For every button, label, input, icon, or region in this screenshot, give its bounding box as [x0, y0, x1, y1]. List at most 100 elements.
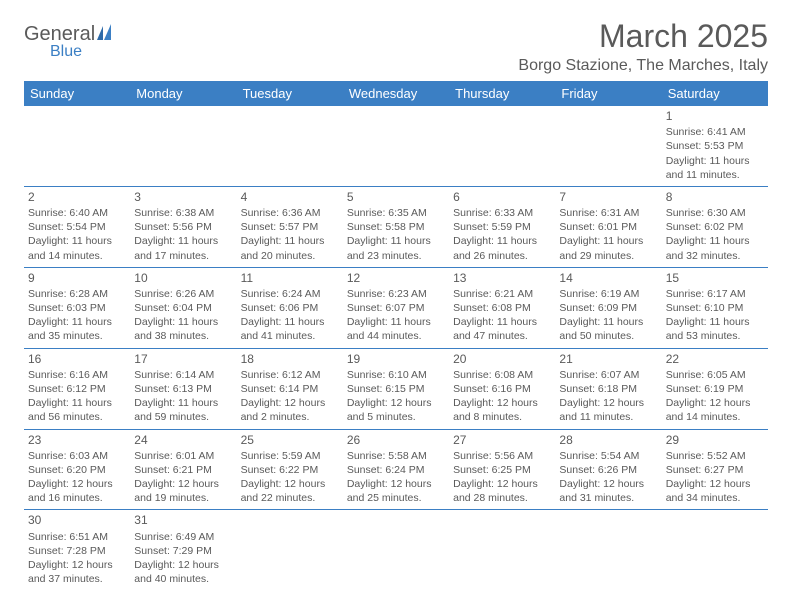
sunrise-line: Sunrise: 6:36 AM — [241, 206, 339, 220]
sunset-line: Sunset: 6:26 PM — [559, 463, 657, 477]
sunrise-line: Sunrise: 6:23 AM — [347, 287, 445, 301]
day-number: 22 — [666, 351, 764, 367]
daylight-line: Daylight: 11 hours and 59 minutes. — [134, 396, 232, 424]
daylight-line: Daylight: 12 hours and 16 minutes. — [28, 477, 126, 505]
sunrise-line: Sunrise: 6:05 AM — [666, 368, 764, 382]
daylight-line: Daylight: 11 hours and 20 minutes. — [241, 234, 339, 262]
sunset-line: Sunset: 6:07 PM — [347, 301, 445, 315]
sunset-line: Sunset: 6:04 PM — [134, 301, 232, 315]
day-header: Tuesday — [237, 81, 343, 106]
day-number: 13 — [453, 270, 551, 286]
daylight-line: Daylight: 12 hours and 37 minutes. — [28, 558, 126, 586]
sunset-line: Sunset: 6:13 PM — [134, 382, 232, 396]
day-number: 14 — [559, 270, 657, 286]
sunset-line: Sunset: 6:12 PM — [28, 382, 126, 396]
sunset-line: Sunset: 6:22 PM — [241, 463, 339, 477]
calendar-empty-cell — [662, 510, 768, 590]
sunset-line: Sunset: 6:20 PM — [28, 463, 126, 477]
logo-flag-icon — [97, 24, 119, 45]
daylight-line: Daylight: 11 hours and 11 minutes. — [666, 154, 764, 182]
sunset-line: Sunset: 6:03 PM — [28, 301, 126, 315]
daylight-line: Daylight: 11 hours and 44 minutes. — [347, 315, 445, 343]
daylight-line: Daylight: 11 hours and 50 minutes. — [559, 315, 657, 343]
sunrise-line: Sunrise: 6:08 AM — [453, 368, 551, 382]
sunset-line: Sunset: 5:57 PM — [241, 220, 339, 234]
calendar-day-cell: 22Sunrise: 6:05 AMSunset: 6:19 PMDayligh… — [662, 348, 768, 429]
calendar-day-cell: 6Sunrise: 6:33 AMSunset: 5:59 PMDaylight… — [449, 186, 555, 267]
header: General Blue March 2025 Borgo Stazione, … — [24, 18, 768, 75]
calendar-day-cell: 8Sunrise: 6:30 AMSunset: 6:02 PMDaylight… — [662, 186, 768, 267]
daylight-line: Daylight: 12 hours and 11 minutes. — [559, 396, 657, 424]
calendar-day-cell: 10Sunrise: 6:26 AMSunset: 6:04 PMDayligh… — [130, 267, 236, 348]
day-number: 12 — [347, 270, 445, 286]
logo-text-block: General Blue — [24, 24, 119, 61]
sunrise-line: Sunrise: 6:31 AM — [559, 206, 657, 220]
daylight-line: Daylight: 11 hours and 23 minutes. — [347, 234, 445, 262]
calendar-day-cell: 23Sunrise: 6:03 AMSunset: 6:20 PMDayligh… — [24, 429, 130, 510]
calendar-day-cell: 1Sunrise: 6:41 AMSunset: 5:53 PMDaylight… — [662, 106, 768, 186]
sunrise-line: Sunrise: 6:24 AM — [241, 287, 339, 301]
sunrise-line: Sunrise: 6:14 AM — [134, 368, 232, 382]
logo: General Blue — [24, 24, 119, 61]
calendar-day-cell: 17Sunrise: 6:14 AMSunset: 6:13 PMDayligh… — [130, 348, 236, 429]
calendar-day-cell: 5Sunrise: 6:35 AMSunset: 5:58 PMDaylight… — [343, 186, 449, 267]
calendar-empty-cell — [237, 510, 343, 590]
day-number: 28 — [559, 432, 657, 448]
sunrise-line: Sunrise: 6:07 AM — [559, 368, 657, 382]
calendar-week-row: 16Sunrise: 6:16 AMSunset: 6:12 PMDayligh… — [24, 348, 768, 429]
day-number: 24 — [134, 432, 232, 448]
daylight-line: Daylight: 11 hours and 53 minutes. — [666, 315, 764, 343]
sunset-line: Sunset: 6:08 PM — [453, 301, 551, 315]
calendar-empty-cell — [555, 106, 661, 186]
daylight-line: Daylight: 11 hours and 38 minutes. — [134, 315, 232, 343]
daylight-line: Daylight: 11 hours and 17 minutes. — [134, 234, 232, 262]
calendar-day-cell: 2Sunrise: 6:40 AMSunset: 5:54 PMDaylight… — [24, 186, 130, 267]
day-number: 6 — [453, 189, 551, 205]
daylight-line: Daylight: 11 hours and 56 minutes. — [28, 396, 126, 424]
day-number: 19 — [347, 351, 445, 367]
daylight-line: Daylight: 12 hours and 22 minutes. — [241, 477, 339, 505]
sunrise-line: Sunrise: 6:33 AM — [453, 206, 551, 220]
day-header: Monday — [130, 81, 236, 106]
daylight-line: Daylight: 11 hours and 14 minutes. — [28, 234, 126, 262]
sunrise-line: Sunrise: 6:21 AM — [453, 287, 551, 301]
calendar-day-cell: 16Sunrise: 6:16 AMSunset: 6:12 PMDayligh… — [24, 348, 130, 429]
calendar-body: 1Sunrise: 6:41 AMSunset: 5:53 PMDaylight… — [24, 106, 768, 590]
daylight-line: Daylight: 12 hours and 5 minutes. — [347, 396, 445, 424]
calendar-day-cell: 29Sunrise: 5:52 AMSunset: 6:27 PMDayligh… — [662, 429, 768, 510]
sunset-line: Sunset: 6:06 PM — [241, 301, 339, 315]
day-number: 30 — [28, 512, 126, 528]
day-header: Saturday — [662, 81, 768, 106]
sunset-line: Sunset: 5:54 PM — [28, 220, 126, 234]
sunset-line: Sunset: 7:29 PM — [134, 544, 232, 558]
sunset-line: Sunset: 6:01 PM — [559, 220, 657, 234]
sunrise-line: Sunrise: 6:16 AM — [28, 368, 126, 382]
calendar-day-cell: 21Sunrise: 6:07 AMSunset: 6:18 PMDayligh… — [555, 348, 661, 429]
sunrise-line: Sunrise: 6:17 AM — [666, 287, 764, 301]
daylight-line: Daylight: 11 hours and 35 minutes. — [28, 315, 126, 343]
day-number: 9 — [28, 270, 126, 286]
sunset-line: Sunset: 6:16 PM — [453, 382, 551, 396]
logo-text-2: Blue — [50, 43, 119, 61]
sunset-line: Sunset: 6:19 PM — [666, 382, 764, 396]
sunrise-line: Sunrise: 5:54 AM — [559, 449, 657, 463]
daylight-line: Daylight: 11 hours and 29 minutes. — [559, 234, 657, 262]
sunrise-line: Sunrise: 6:28 AM — [28, 287, 126, 301]
day-number: 3 — [134, 189, 232, 205]
calendar-day-cell: 15Sunrise: 6:17 AMSunset: 6:10 PMDayligh… — [662, 267, 768, 348]
sunrise-line: Sunrise: 6:26 AM — [134, 287, 232, 301]
calendar-empty-cell — [449, 510, 555, 590]
daylight-line: Daylight: 12 hours and 40 minutes. — [134, 558, 232, 586]
daylight-line: Daylight: 11 hours and 41 minutes. — [241, 315, 339, 343]
calendar-empty-cell — [555, 510, 661, 590]
day-number: 17 — [134, 351, 232, 367]
sunset-line: Sunset: 5:53 PM — [666, 139, 764, 153]
sunrise-line: Sunrise: 6:49 AM — [134, 530, 232, 544]
calendar-empty-cell — [130, 106, 236, 186]
sunset-line: Sunset: 6:10 PM — [666, 301, 764, 315]
day-header: Thursday — [449, 81, 555, 106]
calendar-day-cell: 19Sunrise: 6:10 AMSunset: 6:15 PMDayligh… — [343, 348, 449, 429]
daylight-line: Daylight: 12 hours and 31 minutes. — [559, 477, 657, 505]
sunrise-line: Sunrise: 6:51 AM — [28, 530, 126, 544]
day-number: 10 — [134, 270, 232, 286]
